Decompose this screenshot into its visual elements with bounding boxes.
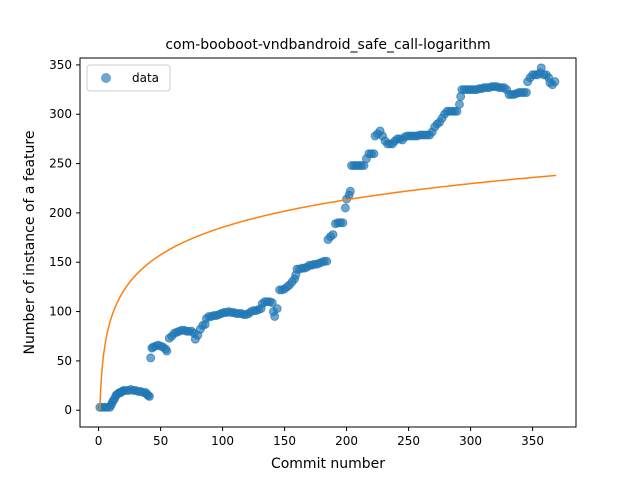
axes-frame [79, 57, 577, 428]
legend-box [86, 64, 171, 92]
data-point [345, 186, 355, 196]
data-point [454, 99, 464, 109]
data-point [550, 77, 560, 87]
x-tick-label: 0 [95, 434, 103, 448]
fit-line [99, 174, 557, 411]
y-tick-label: 350 [49, 58, 72, 72]
data-point [270, 311, 280, 321]
y-tick-label: 150 [49, 255, 72, 269]
x-axis-label: Commit number [271, 456, 385, 472]
data-point [144, 391, 154, 401]
data-point [146, 353, 156, 363]
legend-label-data: data [132, 71, 159, 85]
x-tick-label: 200 [335, 434, 358, 448]
y-tick-label: 250 [49, 157, 72, 171]
chart-title: com-booboot-vndbandroid_safe_call-logari… [165, 37, 490, 53]
series-layer [95, 63, 560, 412]
data-point [162, 346, 172, 356]
data-point [328, 230, 338, 240]
y-axis-ticks: 0 50 100 150 200 250 300 350 [49, 58, 80, 417]
y-tick-label: 50 [57, 354, 72, 368]
data-point [267, 298, 277, 308]
y-tick-label: 200 [49, 206, 72, 220]
x-tick-label: 50 [153, 434, 168, 448]
x-tick-label: 100 [211, 434, 234, 448]
x-axis-ticks: 0 50 100 150 200 250 300 350 [95, 427, 544, 448]
plot-area [95, 63, 560, 412]
y-tick-label: 0 [64, 403, 72, 417]
legend: data [86, 64, 171, 92]
x-tick-label: 150 [273, 434, 296, 448]
data-point [322, 256, 332, 266]
data-point [521, 88, 531, 98]
x-tick-label: 250 [397, 434, 420, 448]
x-tick-label: 350 [521, 434, 544, 448]
data-point [369, 149, 379, 159]
legend-marker-data [101, 73, 111, 83]
data-point [338, 218, 348, 228]
y-tick-label: 300 [49, 107, 72, 121]
data-point [272, 304, 282, 314]
x-tick-label: 300 [459, 434, 482, 448]
y-tick-label: 100 [49, 305, 72, 319]
data-point [340, 203, 350, 213]
y-axis-label: Number of instance of a feature [22, 131, 38, 355]
